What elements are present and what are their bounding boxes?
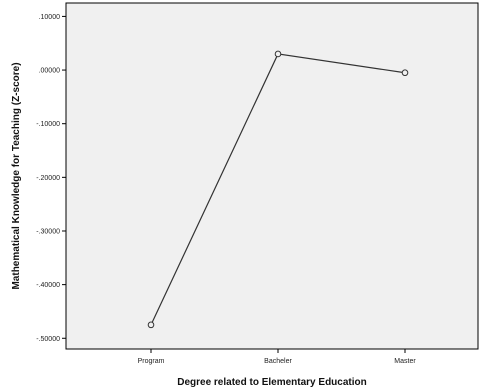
y-tick-label: -.40000 (36, 282, 60, 289)
data-point (147, 321, 155, 329)
y-axis-title: Mathematical Knowledge for Teaching (Z-s… (11, 62, 22, 289)
plot-area (65, 2, 479, 350)
x-tick-label: Bacheler (264, 358, 292, 365)
series-line (147, 50, 409, 329)
y-tick-label: .10000 (39, 14, 61, 21)
x-tick-label: Master (394, 358, 416, 365)
y-tick-label: -.10000 (36, 121, 60, 128)
data-point (401, 69, 409, 77)
data-point (274, 50, 282, 58)
x-axis-title: Degree related to Elementary Education (177, 377, 367, 388)
y-tick-label: -.50000 (36, 336, 60, 343)
x-axis: Program Bacheler Master (138, 349, 416, 365)
y-axis: .10000 .00000 -.10000 -.20000 -.30000 -.40000… (36, 14, 66, 343)
y-tick-label: -.30000 (36, 228, 60, 235)
y-tick-label: -.20000 (36, 175, 60, 182)
x-tick-label: Program (138, 358, 165, 365)
y-tick-label: .00000 (39, 68, 61, 75)
